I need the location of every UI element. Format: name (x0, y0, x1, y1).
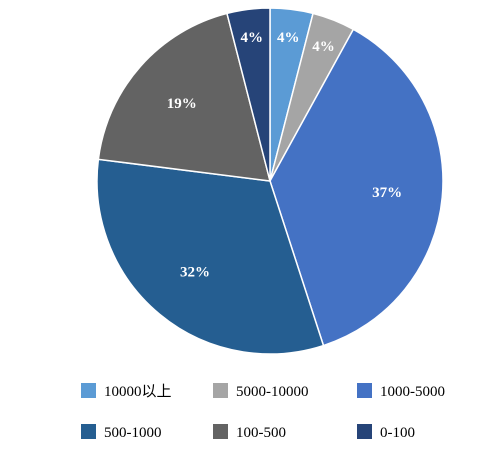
legend-item-1000-5000-2: 1000-5000 (357, 383, 445, 400)
pie-slices (96, 7, 444, 355)
legend-label: 1000-5000 (380, 384, 445, 400)
legend-swatch (81, 424, 96, 439)
data-label-500-1000-3: 32% (180, 265, 210, 281)
data-label-10000-0: 4% (277, 30, 300, 46)
data-label-0-100-5: 4% (241, 30, 264, 46)
data-label-1000-5000-2: 37% (372, 185, 402, 201)
legend-label: 10000以上 (104, 383, 172, 400)
data-label-5000-10000-1: 4% (312, 39, 335, 55)
legend-label: 500-1000 (104, 425, 162, 441)
legend-item-0-100-5: 0-100 (357, 424, 415, 441)
legend-swatch (357, 424, 372, 439)
data-labels: 4% 4% 37% 32% 19% 4% (167, 30, 402, 281)
pie-slice-100-500-4 (97, 12, 272, 182)
pie-slice-1000-5000-2 (269, 28, 444, 347)
legend-item-500-1000-3: 500-1000 (81, 424, 162, 441)
legend-label: 100-500 (236, 425, 286, 441)
legend-item-100-500-4: 100-500 (213, 424, 286, 441)
legend-swatch (357, 383, 372, 398)
legend-swatch (213, 383, 228, 398)
data-label-100-500-4: 19% (167, 96, 197, 112)
legend-swatch (213, 424, 228, 439)
legend-label: 0-100 (380, 425, 415, 441)
legend-swatch (81, 383, 96, 398)
pie-slice-0-100-5 (226, 7, 271, 182)
legend-label: 5000-10000 (236, 384, 309, 400)
legend-item-5000-10000-1: 5000-10000 (213, 383, 309, 400)
legend: 10000以上 5000-10000 1000-5000 500-1000 100-50… (81, 383, 445, 441)
legend-item-10000-0: 10000以上 (81, 383, 172, 400)
pie-slice-500-1000-3 (96, 158, 325, 355)
